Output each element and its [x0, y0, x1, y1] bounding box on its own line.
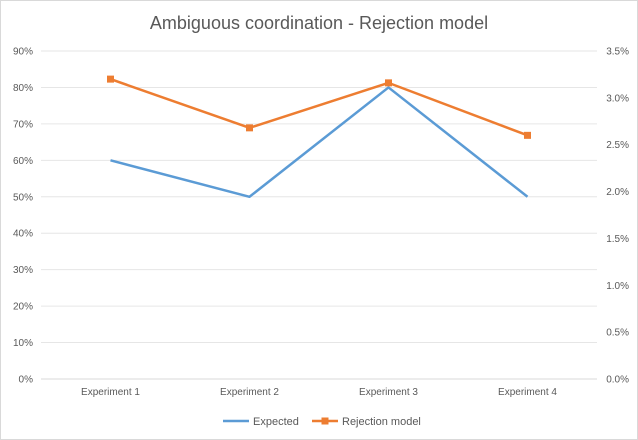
- legend-label-rejection-model: Rejection model: [342, 416, 421, 428]
- left-tick-label: 30%: [13, 265, 33, 276]
- category-label: Experiment 4: [498, 387, 557, 398]
- left-tick-label: 40%: [13, 229, 33, 240]
- series-lines: [107, 75, 531, 199]
- right-tick-label: 0.5%: [606, 328, 629, 339]
- category-label: Experiment 3: [359, 387, 418, 398]
- category-label: Experiment 2: [220, 387, 279, 398]
- series-line-rejection-model: [110, 77, 528, 137]
- left-tick-label: 50%: [13, 192, 33, 203]
- right-tick-label: 1.0%: [606, 281, 629, 292]
- legend-marker-rejection-model: [321, 417, 329, 425]
- data-point-rejection-model: [385, 79, 392, 87]
- legend-label-expected: Expected: [253, 416, 299, 428]
- right-tick-label: 3.0%: [606, 93, 629, 104]
- left-tick-label: 20%: [13, 302, 33, 313]
- left-tick-label: 80%: [13, 83, 33, 94]
- right-tick-label: 1.5%: [606, 234, 629, 245]
- data-point-rejection-model: [107, 75, 114, 83]
- left-tick-label: 0%: [19, 375, 34, 386]
- right-tick-label: 2.5%: [606, 140, 629, 151]
- left-axis-ticks: 0% 10% 20% 30% 40% 50% 60% 70% 80% 90%: [13, 47, 33, 386]
- gridlines: [41, 50, 597, 380]
- left-tick-label: 90%: [13, 47, 33, 58]
- series-line-expected: [110, 86, 529, 199]
- right-axis-ticks: 0.0% 0.5% 1.0% 1.5% 2.0% 2.5% 3.0% 3.5%: [606, 47, 629, 386]
- legend: Expected Rejection model: [223, 416, 421, 428]
- chart-title: Ambiguous coordination - Rejection model: [150, 13, 488, 33]
- right-tick-label: 3.5%: [606, 47, 629, 58]
- data-point-rejection-model: [524, 131, 531, 139]
- left-tick-label: 10%: [13, 338, 33, 349]
- left-tick-label: 60%: [13, 156, 33, 167]
- right-tick-label: 0.0%: [606, 375, 629, 386]
- left-tick-label: 70%: [13, 119, 33, 130]
- category-axis-ticks: Experiment 1 Experiment 2 Experiment 3 Expe…: [81, 387, 557, 398]
- data-point-rejection-model: [246, 124, 253, 132]
- right-tick-label: 2.0%: [606, 187, 629, 198]
- category-label: Experiment 1: [81, 387, 140, 398]
